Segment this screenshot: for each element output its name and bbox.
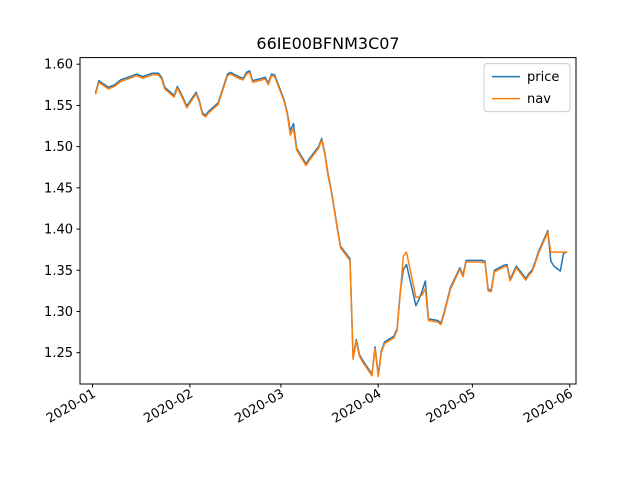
y-tick-label: 1.40 bbox=[44, 223, 73, 238]
y-tick-label: 1.35 bbox=[44, 264, 73, 279]
y-axis: 1.25 1.30 1.35 1.40 1.45 1.50 1.55 1.60 bbox=[44, 58, 80, 361]
legend-label-price: price bbox=[527, 70, 559, 85]
chart-title: 66IE00BFNM3C07 bbox=[256, 34, 399, 53]
series-layer bbox=[94, 70, 568, 378]
series-line-nav bbox=[94, 71, 568, 378]
legend-label-nav: nav bbox=[527, 92, 551, 107]
series-line-price bbox=[94, 70, 568, 376]
legend-box bbox=[483, 63, 571, 113]
y-tick-label: 1.50 bbox=[44, 140, 73, 155]
y-tick-label: 1.45 bbox=[44, 181, 73, 196]
y-tick-label: 1.30 bbox=[44, 305, 73, 320]
y-tick-label: 1.60 bbox=[44, 58, 73, 73]
y-tick-label: 1.55 bbox=[44, 99, 73, 114]
plot-frame bbox=[79, 57, 577, 385]
y-tick-label: 1.25 bbox=[44, 346, 73, 361]
legend: price nav bbox=[483, 63, 571, 113]
